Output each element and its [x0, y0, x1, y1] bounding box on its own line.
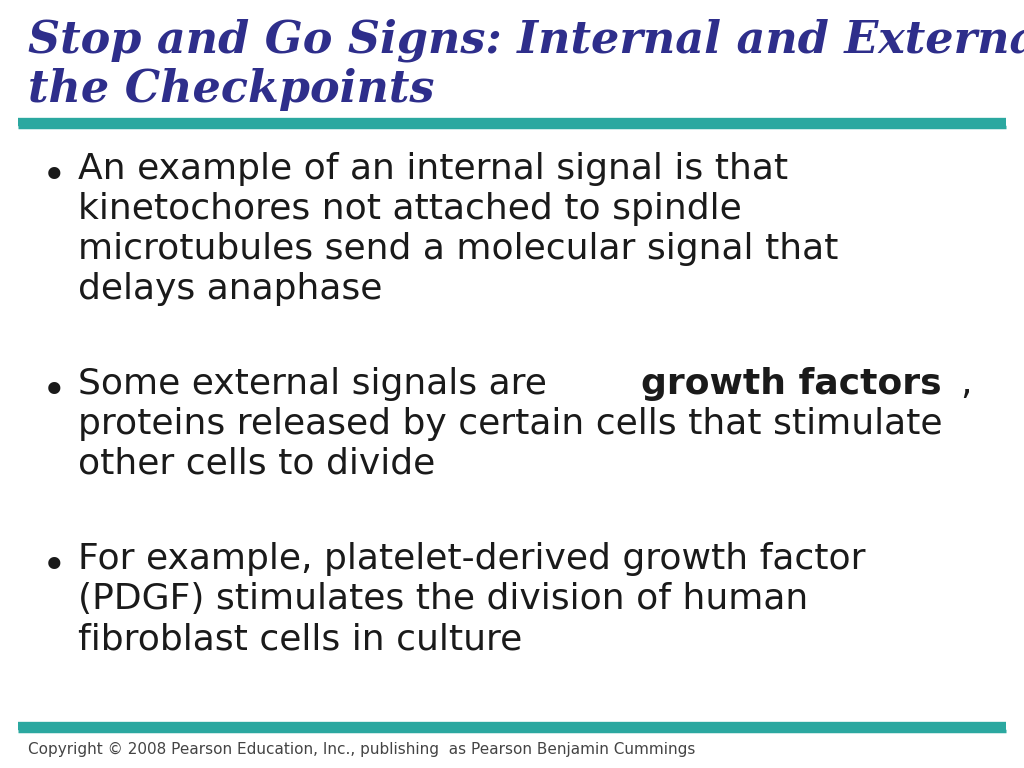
Text: ,: , [959, 367, 972, 401]
Text: delays anaphase: delays anaphase [78, 272, 382, 306]
Text: other cells to divide: other cells to divide [78, 447, 435, 481]
Text: •: • [42, 156, 67, 198]
Text: Stop and Go Signs: Internal and External Signals at: Stop and Go Signs: Internal and External… [28, 18, 1024, 61]
Text: growth factors: growth factors [641, 367, 942, 401]
Text: Some external signals are: Some external signals are [78, 367, 558, 401]
Text: An example of an internal signal is that: An example of an internal signal is that [78, 152, 788, 186]
Text: proteins released by certain cells that stimulate: proteins released by certain cells that … [78, 407, 942, 441]
Text: microtubules send a molecular signal that: microtubules send a molecular signal tha… [78, 232, 839, 266]
Text: kinetochores not attached to spindle: kinetochores not attached to spindle [78, 192, 741, 226]
Text: Copyright © 2008 Pearson Education, Inc., publishing  as Pearson Benjamin Cummin: Copyright © 2008 Pearson Education, Inc.… [28, 742, 695, 757]
Text: •: • [42, 371, 67, 413]
Text: fibroblast cells in culture: fibroblast cells in culture [78, 622, 522, 656]
Text: •: • [42, 546, 67, 588]
Text: (PDGF) stimulates the division of human: (PDGF) stimulates the division of human [78, 582, 808, 616]
Text: For example, platelet-derived growth factor: For example, platelet-derived growth fac… [78, 542, 865, 576]
Text: the Checkpoints: the Checkpoints [28, 68, 434, 111]
